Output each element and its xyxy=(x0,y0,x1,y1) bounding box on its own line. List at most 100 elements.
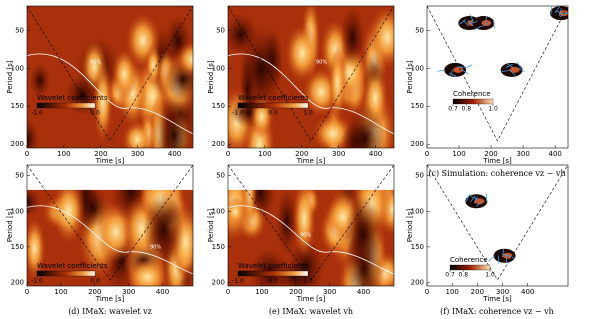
heatmap-blob xyxy=(27,187,41,217)
phase-arrow xyxy=(469,21,478,25)
contour xyxy=(228,53,394,135)
contour-label: 90% xyxy=(300,233,311,239)
heatmap-blob xyxy=(27,217,46,280)
phase-arrow xyxy=(517,67,525,73)
colorbar-tick-label: 0.0 xyxy=(90,110,100,117)
y-tick-label: 200 xyxy=(411,140,424,148)
y-tick-label: 100 xyxy=(411,64,424,72)
colorbar-tick-label: 1.0 xyxy=(303,278,313,285)
colorbar-tick-label: 0.0 xyxy=(268,110,278,117)
x-tick-label: 200 xyxy=(484,150,497,158)
phase-arrow xyxy=(550,6,553,15)
colorbar-tick-label: 1.0 xyxy=(485,272,495,279)
y-tick-label: 50 xyxy=(216,172,225,180)
plot-frame xyxy=(26,5,194,149)
colorbar-label: Wavelet coefficients xyxy=(37,94,108,102)
phase-arrow xyxy=(516,61,522,69)
contour xyxy=(228,205,394,275)
colorbar-label: Coherence xyxy=(450,256,488,264)
colorbar xyxy=(36,270,96,277)
x-tick-label: 0 xyxy=(425,288,429,296)
x-tick-label: 300 xyxy=(332,150,345,158)
heatmap-image xyxy=(27,6,193,148)
x-tick-label: 400 xyxy=(369,150,382,158)
y-tick-label: 150 xyxy=(411,243,424,251)
colorbar-tick-label: 0.0 xyxy=(90,278,100,285)
plot-frame xyxy=(426,164,569,287)
phase-arrow xyxy=(488,255,495,262)
heatmap-blob xyxy=(340,7,365,68)
phase-arrow xyxy=(459,19,466,25)
x-tick-label: 300 xyxy=(323,288,336,296)
y-tick-label: 200 xyxy=(11,140,24,148)
heatmap-image xyxy=(427,6,568,142)
phase-arrow xyxy=(473,195,478,204)
y-tick-label: 100 xyxy=(11,207,24,215)
x-axis-label: Time [s] xyxy=(482,295,512,303)
x-axis-label: Time [s] xyxy=(482,157,512,165)
y-axis-label: Period [s] xyxy=(207,60,215,93)
y-axis-label: Period [s] xyxy=(207,209,215,242)
cone-of-influence xyxy=(427,165,568,281)
phase-arrow xyxy=(482,22,490,27)
colorbar-tick-label: -1.0 xyxy=(232,278,244,285)
x-tick-label: 0 xyxy=(25,150,29,158)
heatmap-blob xyxy=(343,103,386,148)
phase-arrow xyxy=(509,69,516,76)
heatmap-image xyxy=(228,165,394,286)
x-tick-label: 200 xyxy=(295,150,308,158)
phase-arrow xyxy=(558,8,562,16)
phase-arrow xyxy=(465,64,473,69)
x-tick-label: 300 xyxy=(496,288,509,296)
x-tick-label: 0 xyxy=(226,288,230,296)
colorbar-tick-label: 1.0 xyxy=(488,106,498,113)
y-axis-label: Period [s] xyxy=(406,60,414,93)
phase-arrow xyxy=(460,69,469,75)
heatmap-blob xyxy=(127,257,168,286)
y-tick-label: 150 xyxy=(11,102,24,110)
y-tick-label: 200 xyxy=(212,278,225,286)
x-tick-label: 100 xyxy=(57,150,70,158)
colorbar xyxy=(36,102,96,109)
x-tick-label: 100 xyxy=(258,150,271,158)
phase-arrow xyxy=(501,70,510,73)
colorbar-tick-label: 0.8 xyxy=(462,106,472,113)
y-tick-label: 150 xyxy=(411,102,424,110)
x-tick-label: 200 xyxy=(289,288,302,296)
heatmap-blob xyxy=(292,177,316,259)
contour-label: 90% xyxy=(150,245,161,251)
x-axis-label: Time [s] xyxy=(296,295,326,303)
colorbar-tick-label: 0.8 xyxy=(459,272,469,279)
colorbar-tick-label: -1.0 xyxy=(31,278,43,285)
y-tick-label: 100 xyxy=(212,64,225,72)
contour xyxy=(27,53,193,135)
x-tick-label: 400 xyxy=(357,288,370,296)
colorbar xyxy=(237,270,309,277)
phase-arrow xyxy=(462,19,469,27)
cone-of-influence xyxy=(228,165,394,281)
phase-arrow xyxy=(506,63,514,69)
y-tick-label: 100 xyxy=(411,207,424,215)
cone-of-influence xyxy=(27,165,193,281)
x-tick-label: 0 xyxy=(425,150,429,158)
y-tick-label: 200 xyxy=(212,140,225,148)
heatmap-blob xyxy=(27,118,40,148)
phase-arrow xyxy=(449,69,454,77)
colorbar xyxy=(449,264,491,271)
plot-frame xyxy=(227,5,395,149)
x-tick-label: 300 xyxy=(131,150,144,158)
coherence-core xyxy=(474,198,485,205)
plot-frame xyxy=(227,164,395,287)
y-tick-label: 50 xyxy=(415,26,424,34)
colorbar-label: Coherence xyxy=(453,90,491,98)
y-tick-label: 100 xyxy=(212,207,225,215)
x-tick-label: 0 xyxy=(25,288,29,296)
x-tick-label: 100 xyxy=(445,288,458,296)
phase-arrow xyxy=(485,16,487,25)
x-tick-label: 200 xyxy=(88,288,101,296)
contour xyxy=(27,205,193,275)
x-tick-label: 100 xyxy=(452,150,465,158)
caption: (f) IMaX: coherence vz − vh xyxy=(440,307,554,316)
phase-arrow xyxy=(493,20,495,29)
colorbar-tick-label: -1.0 xyxy=(232,110,244,117)
